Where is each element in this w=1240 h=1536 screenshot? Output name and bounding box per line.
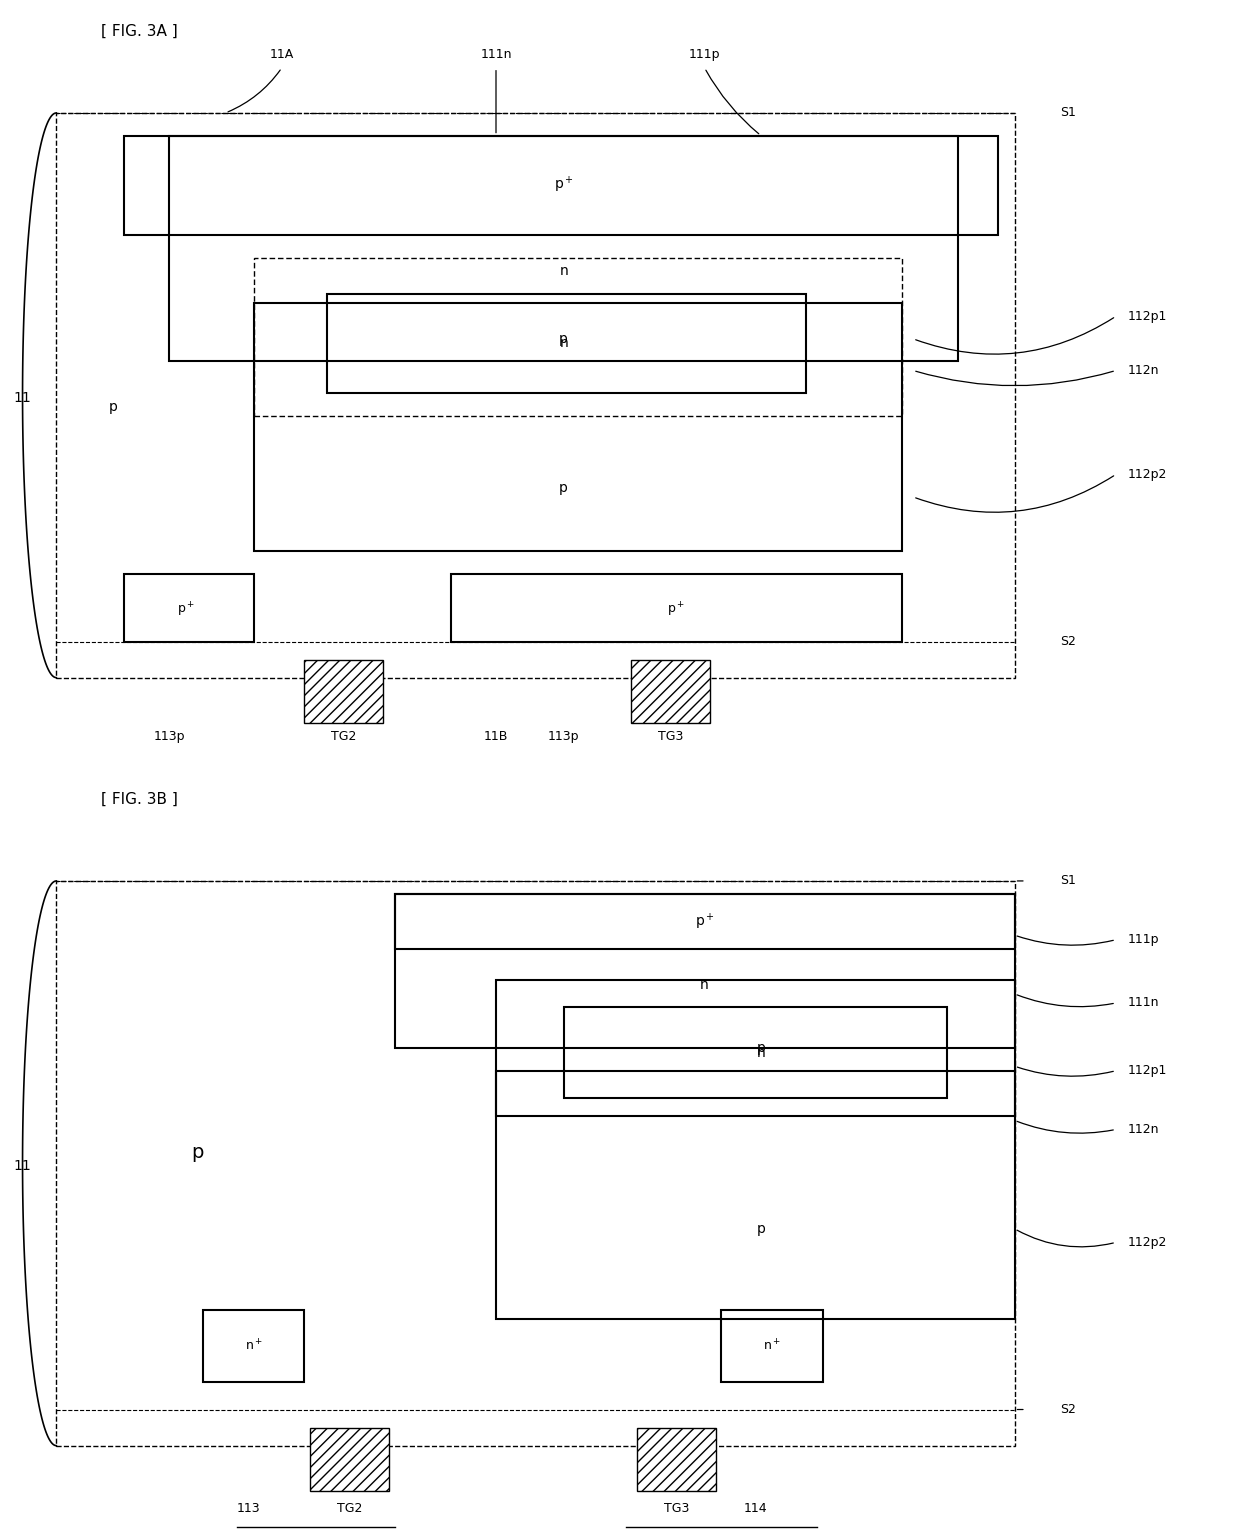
Bar [631, 659, 711, 723]
Text: 112p1: 112p1 [1127, 1064, 1167, 1077]
Text: p: p [756, 1041, 765, 1055]
Text: p: p [108, 399, 117, 413]
Bar [254, 303, 901, 551]
Bar [203, 1310, 304, 1382]
Text: [ FIG. 3A ]: [ FIG. 3A ] [102, 25, 179, 38]
Bar [56, 882, 1014, 1445]
Text: n: n [701, 978, 709, 992]
Text: n: n [756, 1046, 765, 1060]
Bar [394, 894, 1014, 1048]
Text: S2: S2 [1060, 1402, 1075, 1416]
Text: p: p [559, 481, 568, 495]
Bar [310, 1427, 389, 1491]
Text: 113p: 113p [154, 730, 185, 743]
Text: n$^+$: n$^+$ [763, 1338, 781, 1353]
Text: 114: 114 [744, 1502, 768, 1516]
Text: 111n: 111n [480, 48, 512, 61]
Bar [304, 659, 383, 723]
Text: n: n [559, 264, 568, 278]
Bar [56, 114, 1014, 677]
Text: 112n: 112n [1127, 364, 1158, 376]
Text: TG2: TG2 [331, 730, 357, 743]
Text: 111p: 111p [688, 48, 720, 61]
Text: TG3: TG3 [658, 730, 683, 743]
Text: S1: S1 [1060, 106, 1075, 120]
Text: 112n: 112n [1127, 1123, 1158, 1137]
Text: 111n: 111n [1127, 997, 1158, 1009]
Text: TG3: TG3 [663, 1502, 689, 1516]
Text: p: p [756, 1221, 765, 1236]
Text: 11B: 11B [484, 730, 508, 743]
Text: p$^+$: p$^+$ [177, 601, 195, 619]
Text: S1: S1 [1060, 874, 1075, 888]
Text: p: p [191, 1143, 203, 1161]
Text: n: n [559, 336, 568, 350]
Text: [ FIG. 3B ]: [ FIG. 3B ] [102, 793, 179, 806]
Text: 113p: 113p [548, 730, 579, 743]
Text: 11: 11 [14, 1158, 31, 1172]
Text: p$^+$: p$^+$ [694, 911, 714, 932]
Text: 112p1: 112p1 [1127, 310, 1167, 323]
Bar [124, 574, 254, 642]
Text: n$^+$: n$^+$ [244, 1338, 263, 1353]
Bar [722, 1310, 823, 1382]
Bar [496, 1071, 1014, 1319]
Text: 111p: 111p [1127, 934, 1158, 946]
Text: p$^+$: p$^+$ [554, 175, 574, 195]
Text: TG2: TG2 [337, 1502, 362, 1516]
Bar [327, 293, 806, 393]
Text: 112p2: 112p2 [1127, 1236, 1167, 1249]
Bar [124, 135, 998, 235]
Text: p: p [559, 332, 568, 346]
Bar [394, 894, 1014, 949]
Text: 112p2: 112p2 [1127, 468, 1167, 481]
Text: 11: 11 [14, 390, 31, 404]
Text: 11A: 11A [269, 48, 294, 61]
Text: p$^+$: p$^+$ [667, 601, 686, 619]
Bar [564, 1008, 947, 1098]
Bar [496, 980, 1014, 1115]
Text: 113: 113 [236, 1502, 260, 1516]
Bar [637, 1427, 715, 1491]
Bar [169, 135, 959, 361]
Bar [451, 574, 901, 642]
Text: S2: S2 [1060, 634, 1075, 648]
Bar [254, 258, 901, 416]
